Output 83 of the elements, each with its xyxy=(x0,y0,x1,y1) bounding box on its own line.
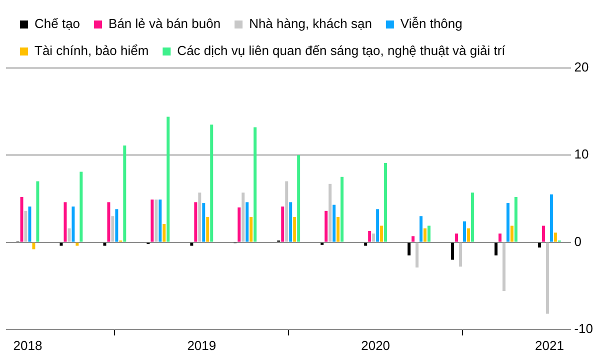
bar xyxy=(502,242,506,292)
bar xyxy=(250,217,253,242)
bar xyxy=(210,124,214,242)
bar xyxy=(246,202,249,242)
bar xyxy=(340,176,344,242)
bar xyxy=(111,216,114,242)
bar xyxy=(376,209,380,242)
legend-label: Nhà hàng, khách sạn xyxy=(249,16,372,32)
bar xyxy=(297,155,300,242)
legend-label: Các dịch vụ liên quan đến sáng tạo, nghệ thuật và giải trí xyxy=(177,43,506,58)
bar xyxy=(281,206,284,242)
bar xyxy=(542,226,545,242)
bar xyxy=(455,234,458,242)
bar xyxy=(293,217,296,242)
bar xyxy=(420,216,423,242)
bar xyxy=(550,194,553,242)
bar xyxy=(166,116,170,242)
bar xyxy=(158,200,162,242)
bar xyxy=(36,181,40,242)
bar xyxy=(242,192,245,242)
bar xyxy=(470,192,474,242)
bar xyxy=(494,242,498,256)
bar xyxy=(80,172,83,242)
y-tick-label: 10 xyxy=(574,146,589,162)
bar xyxy=(64,202,67,242)
bar xyxy=(206,217,210,242)
bar xyxy=(514,196,518,242)
bar xyxy=(198,192,202,242)
bar xyxy=(408,242,411,256)
bar xyxy=(289,202,292,242)
bar xyxy=(380,226,384,242)
bar xyxy=(384,162,388,242)
bar xyxy=(285,181,288,242)
y-tick-label: 0 xyxy=(574,234,582,249)
bar xyxy=(32,242,36,250)
y-tick-label: -10 xyxy=(574,320,594,336)
bar xyxy=(412,236,415,242)
legend-label: Bán lẻ và bán buôn xyxy=(108,16,221,32)
bar xyxy=(150,200,154,242)
bar xyxy=(238,207,241,242)
bar xyxy=(463,221,466,242)
bar xyxy=(428,226,430,242)
bar xyxy=(107,202,110,242)
bar xyxy=(154,200,158,242)
bar xyxy=(324,210,328,242)
y-tick-label: 20 xyxy=(574,60,589,75)
bar xyxy=(162,224,166,242)
bar xyxy=(115,209,118,242)
bar xyxy=(510,226,514,242)
bar xyxy=(123,146,126,242)
legend-label: Tài chính, bảo hiểm xyxy=(34,43,149,58)
bar xyxy=(20,196,24,242)
bar xyxy=(103,242,106,246)
bar xyxy=(372,234,376,242)
bar xyxy=(194,202,198,242)
bar xyxy=(554,232,557,242)
bar xyxy=(506,203,510,242)
bar xyxy=(546,242,549,314)
x-tick-label: 2021 xyxy=(535,338,564,353)
bar xyxy=(364,242,368,246)
bar xyxy=(467,228,470,242)
bar xyxy=(254,127,257,242)
bar xyxy=(459,242,462,267)
bar xyxy=(202,203,206,242)
bar xyxy=(424,228,427,242)
bar xyxy=(68,228,71,242)
bar xyxy=(336,217,340,242)
bar xyxy=(72,206,75,242)
bar xyxy=(498,234,502,242)
bar xyxy=(416,242,419,268)
x-tick-label: 2020 xyxy=(361,338,390,353)
bar xyxy=(28,206,32,242)
x-tick-label: 2018 xyxy=(13,338,42,353)
bar xyxy=(328,184,332,242)
bar xyxy=(190,242,194,246)
bar xyxy=(368,230,372,242)
bar xyxy=(76,242,79,246)
x-tick-label: 2019 xyxy=(187,338,216,353)
bar xyxy=(538,242,542,248)
bar xyxy=(332,204,336,242)
legend-label: Chế tạo xyxy=(34,16,80,32)
bar xyxy=(451,242,454,260)
legend-label: Viễn thông xyxy=(400,16,462,32)
